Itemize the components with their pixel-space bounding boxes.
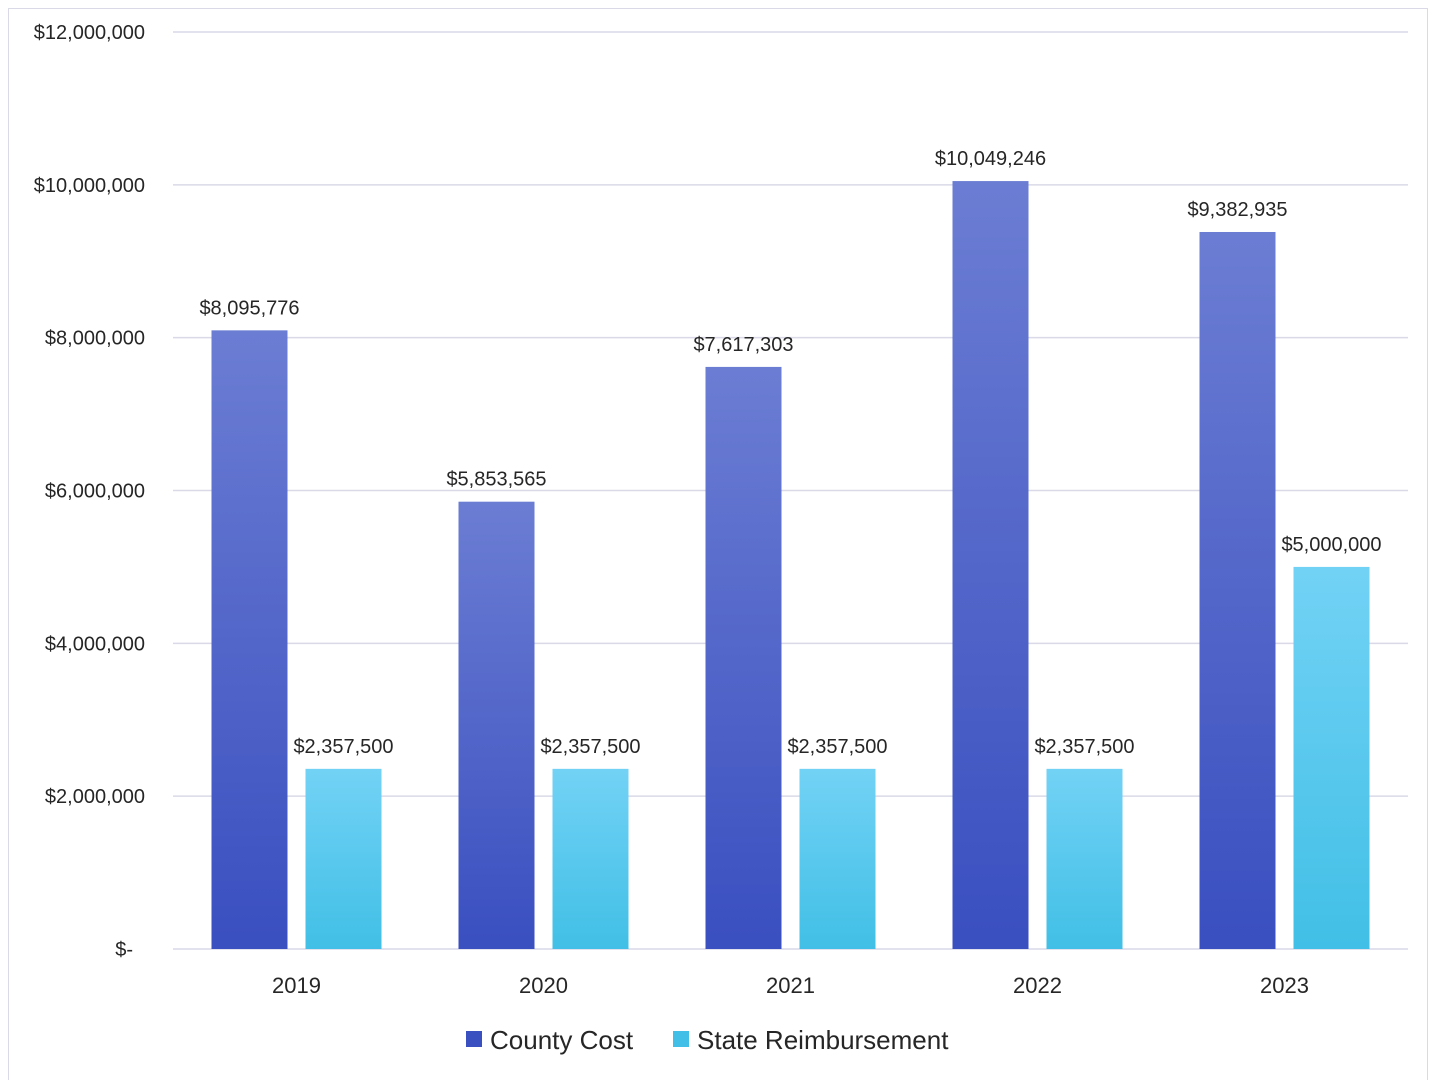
y-tick-label: $-	[115, 939, 133, 961]
y-tick-label: $12,000,000	[34, 22, 145, 44]
bars	[211, 181, 1370, 950]
bar-county-cost-2022	[952, 181, 1029, 949]
data-label-state-reimbursement-2021: $2,357,500	[787, 736, 887, 758]
x-tick-label: 2023	[1260, 973, 1309, 998]
x-axis: 2019 2020 2021 2022 2023	[272, 973, 1309, 998]
legend: County Cost State Reimbursement	[466, 1025, 949, 1055]
x-tick-label: 2020	[519, 973, 568, 998]
data-label-county-cost-2021: $7,617,303	[693, 334, 793, 356]
bar-state-reimbursement-2019	[305, 768, 382, 949]
data-label-county-cost-2020: $5,853,565	[446, 469, 546, 491]
bar-state-reimbursement-2020	[552, 768, 629, 949]
data-label-county-cost-2022: $10,049,246	[935, 148, 1046, 170]
y-tick-label: $8,000,000	[45, 328, 145, 350]
x-tick-label: 2021	[766, 973, 815, 998]
data-label-state-reimbursement-2020: $2,357,500	[540, 736, 640, 758]
x-tick-label: 2022	[1013, 973, 1062, 998]
legend-label-county-cost: County Cost	[490, 1025, 634, 1055]
bar-county-cost-2021	[705, 366, 782, 949]
legend-swatch-county-cost	[466, 1031, 482, 1047]
data-labels: $8,095,776 $2,357,500 $5,853,565 $2,357,500…	[199, 148, 1381, 758]
data-label-county-cost-2023: $9,382,935	[1187, 199, 1287, 221]
data-label-county-cost-2019: $8,095,776	[199, 297, 299, 319]
legend-swatch-state-reimbursement	[673, 1031, 689, 1047]
y-tick-label: $10,000,000	[34, 175, 145, 197]
data-label-state-reimbursement-2023: $5,000,000	[1281, 534, 1381, 556]
y-tick-label: $6,000,000	[45, 481, 145, 503]
legend-label-state-reimbursement: State Reimbursement	[697, 1025, 949, 1055]
y-tick-label: $2,000,000	[45, 786, 145, 808]
y-axis: $- $2,000,000 $4,000,000 $6,000,000 $8,000,0…	[34, 22, 145, 961]
bar-county-cost-2020	[458, 501, 535, 949]
x-tick-label: 2019	[272, 973, 321, 998]
bar-state-reimbursement-2022	[1046, 768, 1123, 949]
data-label-state-reimbursement-2019: $2,357,500	[293, 736, 393, 758]
bar-county-cost-2019	[211, 330, 288, 949]
y-tick-label: $4,000,000	[45, 633, 145, 655]
bar-county-cost-2023	[1199, 231, 1276, 950]
bar-state-reimbursement-2021	[799, 768, 876, 949]
bar-state-reimbursement-2023	[1293, 566, 1370, 949]
data-label-state-reimbursement-2022: $2,357,500	[1034, 736, 1134, 758]
